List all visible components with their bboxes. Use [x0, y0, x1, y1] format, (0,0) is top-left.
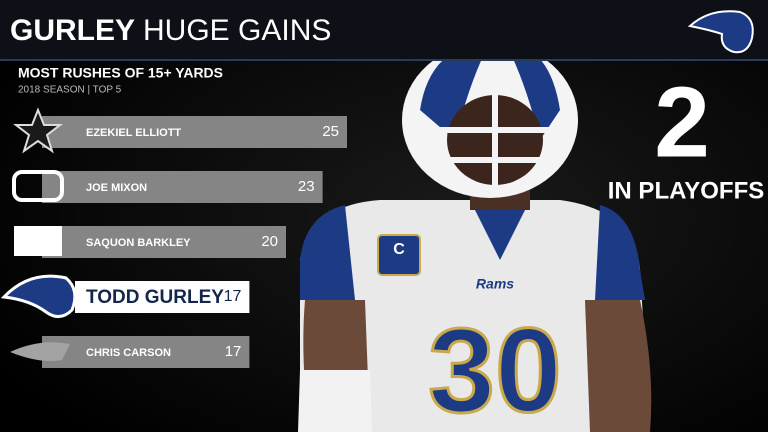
category-label: SAQUON BARKLEY [86, 237, 191, 249]
header-title-bold: GURLEY [10, 14, 135, 47]
value-label: 17 [224, 288, 242, 305]
chart-title: MOST RUSHES OF 15+ YARDS [18, 65, 223, 81]
bar [42, 171, 323, 203]
value-label: 23 [298, 178, 315, 195]
stat-value: 2 [654, 66, 710, 178]
stat-label: IN PLAYOFFS [608, 177, 764, 204]
category-label: JOE MIXON [86, 182, 147, 194]
header-bar [0, 0, 768, 60]
category-label: CHRIS CARSON [86, 347, 171, 359]
bar [42, 116, 347, 148]
bar [42, 226, 286, 258]
patch-letter: C [393, 241, 405, 258]
chart-subtitle: 2018 SEASON | TOP 5 [18, 85, 122, 96]
rams-logo [687, 10, 754, 54]
value-label: 20 [261, 233, 278, 250]
jersey-wordmark: Rams [476, 276, 514, 292]
bar [42, 336, 250, 368]
value-label: 17 [225, 343, 242, 360]
header-title-rest: HUGE GAINS [143, 14, 331, 47]
value-label: 25 [322, 123, 339, 140]
player-photo: C Rams 30 [298, 42, 652, 432]
jersey-number: 30 [428, 304, 561, 432]
bar [75, 281, 250, 313]
category-label: TODD GURLEY [86, 287, 224, 308]
header-title: GURLEY HUGE GAINS [10, 14, 331, 47]
bar-chart: EZEKIEL ELLIOTT 25 JOE MIXON 23 SAQUON BARKL… [42, 116, 347, 368]
category-label: EZEKIEL ELLIOTT [86, 127, 181, 139]
team-logos [0, 107, 77, 361]
